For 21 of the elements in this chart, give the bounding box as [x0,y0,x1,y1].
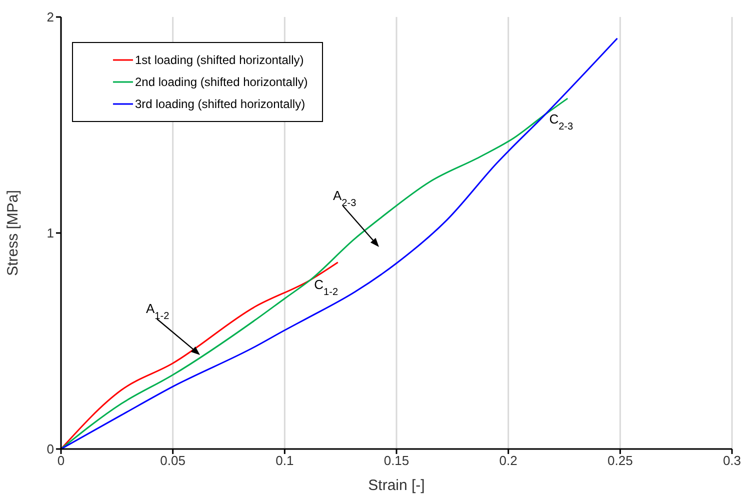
annotation: A$_{1-2}$ [146,301,170,322]
x-tick-label: 0.25 [608,453,633,468]
x-tick-label: 0.1 [276,453,294,468]
legend-label: 2nd loading (shifted horizontally) [135,74,308,91]
legend-label: 1st loading (shifted horizontally) [135,52,304,69]
x-tick-label: 0 [57,453,65,468]
annotation: A$_{2-3}$ [333,188,357,208]
line-series [61,262,339,449]
legend-label: 3rd loading (shifted horizontally) [135,96,306,113]
annotation: C$_{1-2}$ [314,277,338,298]
y-tick-label: 2 [46,10,54,25]
x-tick-label: 0.3 [722,453,742,468]
line-series [61,38,618,449]
x-tick-label: 0.2 [499,453,518,468]
x-axis-title: Strain [-] [368,477,425,494]
x-tick-label: 0.05 [160,453,186,468]
x-tick-label: 0.15 [384,453,410,468]
y-axis-title: Stress [MPa] [4,190,22,276]
y-tick-label: 0 [46,442,54,457]
y-tick-label: 1 [46,226,54,241]
annotation: C$_{2-3}$ [549,111,574,132]
